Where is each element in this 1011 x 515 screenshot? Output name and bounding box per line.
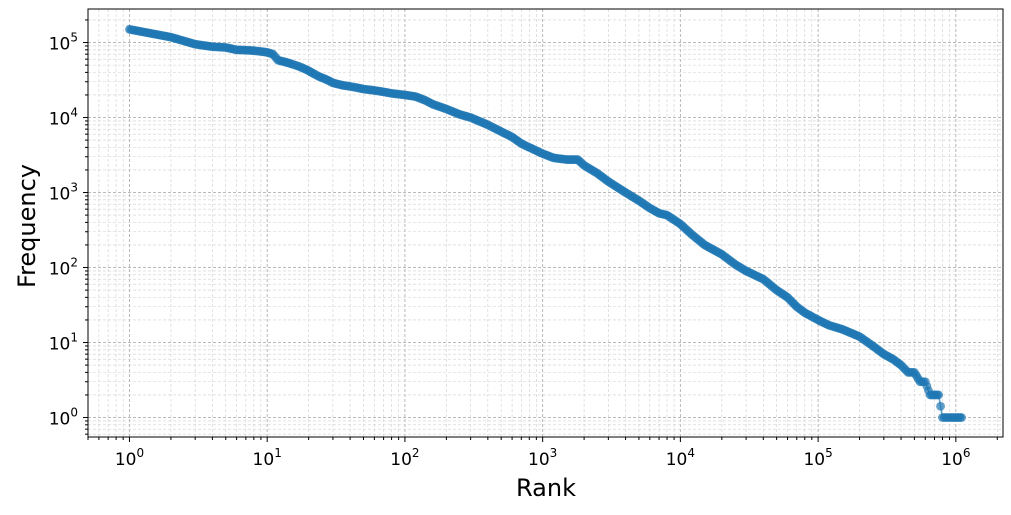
tick-labels: 100 101 102 103 104 105 106 100 101 102 103 104 105 [49,31,971,470]
x-tick-label: 104 [666,446,695,470]
x-tick-label: 105 [803,446,832,470]
x-tick-label: 101 [253,446,282,470]
data-point [934,390,944,400]
x-tick-label: 102 [390,446,419,470]
data-point [936,401,945,411]
y-tick-label: 103 [49,181,78,205]
x-axis-label: Rank [516,474,576,502]
plot-frame [87,8,1004,438]
y-tick-label: 100 [49,406,78,430]
y-tick-label: 104 [49,106,78,130]
data-point [957,413,966,422]
y-axis-label: Frequency [13,164,41,288]
x-tick-label: 106 [941,446,970,470]
y-tick-label: 102 [49,256,78,280]
y-tick-label: 101 [49,331,78,355]
x-tick-label: 100 [115,446,144,470]
series-layer [125,24,966,422]
x-tick-label: 103 [528,446,557,470]
y-tick-label: 105 [49,31,78,55]
